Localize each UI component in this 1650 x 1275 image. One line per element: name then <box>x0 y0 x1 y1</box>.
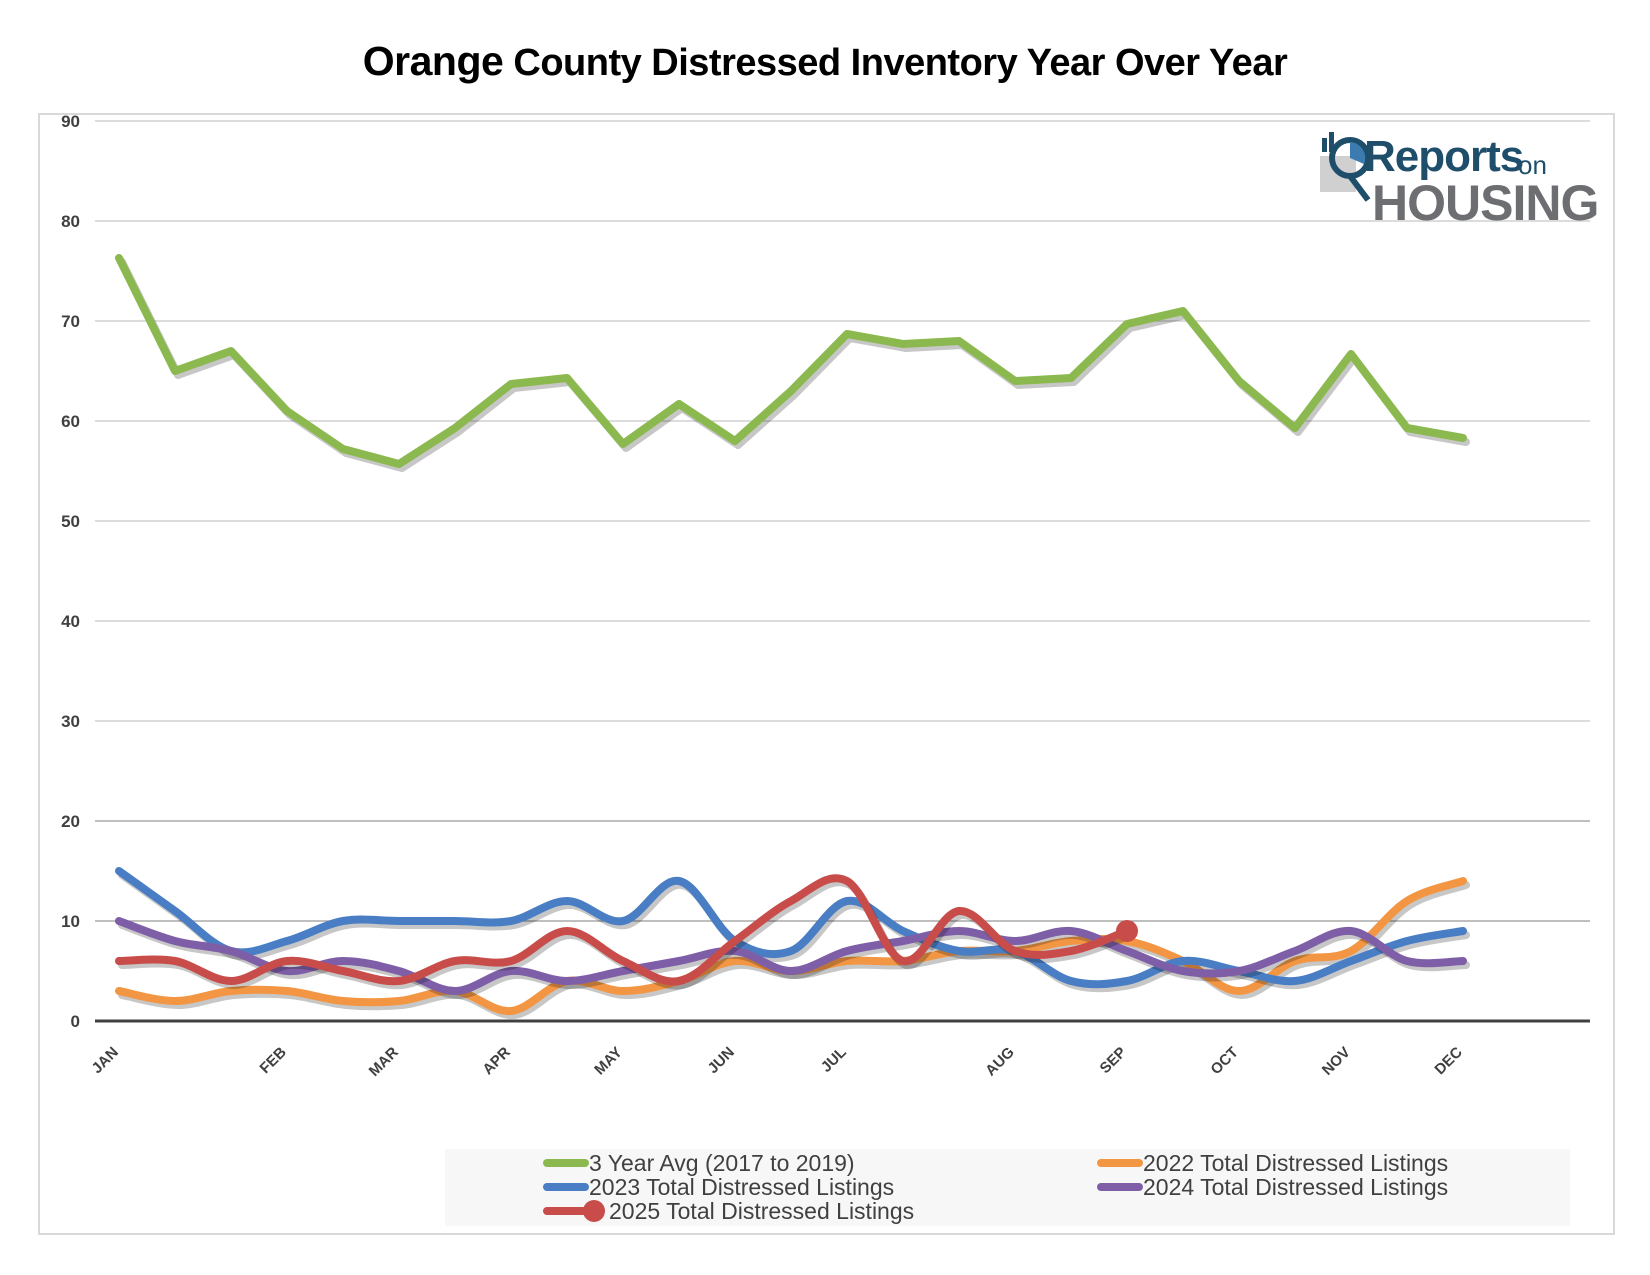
x-tick-label: MAR <box>366 1044 402 1080</box>
x-tick-label: AUG <box>982 1044 1018 1080</box>
logo-reports-text: Reports <box>1364 132 1524 181</box>
y-tick-label: 50 <box>61 512 80 531</box>
y-tick-label: 40 <box>61 612 80 631</box>
reports-on-housing-logo: Reports on HOUSING <box>1318 128 1599 231</box>
series-line-y2024 <box>115 917 1467 995</box>
y-tick-labels: 0 10 20 30 40 50 60 70 80 90 <box>61 112 80 1031</box>
x-tick-label: DEC <box>1431 1044 1466 1079</box>
logo-on-text: on <box>1518 150 1547 180</box>
chart-frame <box>38 113 1615 1235</box>
y-tick-label: 60 <box>61 412 80 431</box>
title-first-word: Orange <box>362 38 504 84</box>
legend-marker-2025 <box>583 1200 605 1222</box>
y-tick-label: 90 <box>61 112 80 131</box>
y-tick-label: 80 <box>61 212 80 231</box>
x-tick-labels: JAN FEB MAR APR MAY JUN JUL AUG SEP OCT NOV DEC <box>89 1044 1466 1080</box>
x-tick-label: JUN <box>705 1044 738 1077</box>
legend-swatch-avg <box>543 1159 589 1167</box>
y-tick-label: 20 <box>61 812 80 831</box>
legend-item-2023: 2023 Total Distressed Listings <box>543 1175 894 1199</box>
y-tick-label: 0 <box>71 1012 80 1031</box>
legend-swatch-2022 <box>1097 1159 1143 1167</box>
series-line-y2025 <box>115 874 1131 986</box>
legend-label: 2025 Total Distressed Listings <box>609 1198 915 1224</box>
legend-swatch-2024 <box>1097 1183 1143 1191</box>
x-tick-label: FEB <box>257 1044 290 1077</box>
chart-legend: 3 Year Avg (2017 to 2019) 2022 Total Dis… <box>445 1149 1570 1226</box>
legend-item-2025: 2025 Total Distressed Listings <box>543 1199 914 1223</box>
legend-swatch-2025 <box>543 1207 589 1215</box>
legend-item-2022: 2022 Total Distressed Listings <box>1097 1151 1448 1175</box>
legend-swatch-2023 <box>543 1183 589 1191</box>
gridlines <box>95 120 1590 1023</box>
chart-title: Orange County Distressed Inventory Year … <box>0 38 1650 85</box>
logo-housing-text: HOUSING <box>1372 175 1599 231</box>
legend-label: 3 Year Avg (2017 to 2019) <box>589 1150 855 1176</box>
legend-label: 2023 Total Distressed Listings <box>589 1174 895 1200</box>
logo-magnifier-icon <box>1320 132 1371 202</box>
x-tick-label: JAN <box>89 1044 122 1077</box>
legend-label: 2022 Total Distressed Listings <box>1143 1150 1449 1176</box>
title-rest: County Distressed Inventory Year Over Ye… <box>503 42 1288 84</box>
series-line-avg <box>115 254 1467 468</box>
x-tick-label: OCT <box>1207 1044 1241 1078</box>
x-tick-label: MAY <box>591 1044 626 1079</box>
legend-item-avg: 3 Year Avg (2017 to 2019) <box>543 1151 855 1175</box>
series-lines <box>115 254 1470 1020</box>
legend-label: 2024 Total Distressed Listings <box>1143 1174 1449 1200</box>
x-tick-label: SEP <box>1097 1044 1130 1077</box>
x-tick-label: JUL <box>818 1044 850 1076</box>
y-tick-label: 70 <box>61 312 80 331</box>
y-tick-label: 30 <box>61 712 80 731</box>
y-tick-label: 10 <box>61 912 80 931</box>
legend-item-2024: 2024 Total Distressed Listings <box>1097 1175 1448 1199</box>
series-end-marker-y2025 <box>1116 920 1138 942</box>
x-tick-label: APR <box>479 1044 514 1079</box>
x-tick-label: NOV <box>1319 1044 1354 1079</box>
